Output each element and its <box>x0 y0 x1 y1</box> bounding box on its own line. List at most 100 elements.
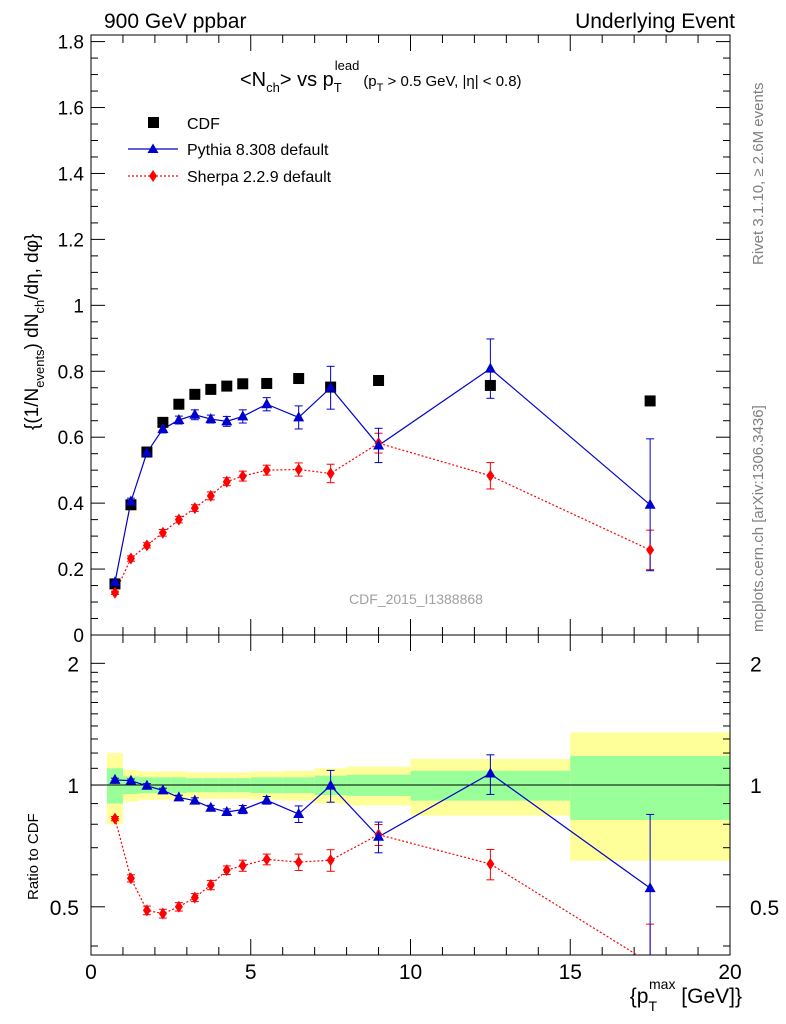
ratio-sherpa-point-10 <box>294 856 303 869</box>
cdf-point-6 <box>205 383 217 395</box>
x-tick-label-0: 0 <box>85 961 97 984</box>
ratio-sherpa-point-11 <box>326 854 335 867</box>
main-ytick-label-6: 1.2 <box>58 230 84 251</box>
cdf-point-4 <box>173 398 185 410</box>
xlabel-a: {p <box>630 985 649 1008</box>
ratio-ytick-label-right-1: 1 <box>750 775 762 798</box>
pythia-point-0 <box>109 576 121 587</box>
main-ytick-label-8: 1.6 <box>58 99 84 120</box>
ratio-pythia-point-0 <box>109 773 121 784</box>
pythia-point-13 <box>484 362 496 373</box>
ratio-ytick-label-0: 0.5 <box>50 897 79 920</box>
cdf-point-12 <box>373 374 385 386</box>
ratio-ytick-label-2: 2 <box>67 653 79 676</box>
ratio-pythia-point-10 <box>293 808 305 819</box>
pythia-point-8 <box>237 410 249 421</box>
pythia-point-4 <box>173 414 185 425</box>
title-cut-a: (p <box>363 73 376 90</box>
ratio-pythia-point-11 <box>325 779 337 790</box>
ratio-sherpa-point-5 <box>190 891 199 904</box>
ratio-sherpa-point-6 <box>206 879 215 892</box>
pythia-point-9 <box>261 398 273 409</box>
main-ytick-label-9: 1.8 <box>58 33 84 54</box>
header-right: Underlying Event <box>575 10 735 33</box>
ratio-sherpa-point-1 <box>126 872 135 885</box>
ratio-uncertainty-bands <box>91 732 730 861</box>
ratio-pythia-point-7 <box>221 805 233 816</box>
title-sup-b: lead <box>335 58 360 73</box>
sherpa-point-3 <box>158 526 167 539</box>
pythia-line <box>114 367 651 583</box>
ratio-sherpa-point-0 <box>110 812 119 825</box>
pythia-point-3 <box>157 422 169 433</box>
pythia-point-1 <box>125 495 137 506</box>
x-axis-label: {pTmax [GeV]} <box>630 976 742 1014</box>
sherpa-point-11 <box>326 467 335 480</box>
sherpa-line <box>114 442 651 594</box>
sherpa-point-8 <box>238 470 247 483</box>
ratio-pythia-point-12 <box>373 830 385 841</box>
cdf-point-13 <box>484 379 496 391</box>
sherpa-point-14 <box>646 543 655 556</box>
ratio-ytick-label-1: 1 <box>67 775 79 798</box>
ratio-sherpa-point-9 <box>262 853 271 866</box>
pythia-point-6 <box>205 413 217 424</box>
main-ylabel: {(1/Nevents) dNch/dη, dφ} <box>22 234 47 430</box>
ratio-pythia-point-2 <box>141 779 153 790</box>
title-sub-a: ch <box>266 80 280 95</box>
ratio-sherpa-point-2 <box>142 904 151 917</box>
cdf-point-8 <box>237 378 249 390</box>
main-ytick-label-3: 0.6 <box>58 428 84 449</box>
sherpa-point-5 <box>190 502 199 515</box>
ratio-sherpa-point-8 <box>238 859 247 872</box>
xlabel-sub: T <box>648 998 657 1014</box>
ratio-pythia-point-4 <box>173 791 185 802</box>
title-part-a: <N <box>240 69 266 91</box>
sherpa-point-1 <box>126 552 135 565</box>
title-cut-b: > 0.5 GeV, |η| < 0.8) <box>383 73 521 90</box>
cdf-point-9 <box>261 377 273 389</box>
sherpa-point-13 <box>486 469 495 482</box>
legend-sherpa-marker <box>149 170 157 182</box>
main-ytick-label-4: 0.8 <box>58 362 84 383</box>
main-ytick-label-2: 0.4 <box>58 494 85 515</box>
ratio-pythia-point-14 <box>644 882 656 893</box>
legend-pythia-marker <box>147 143 159 153</box>
sherpa-point-2 <box>142 539 151 552</box>
ratio-pythia-point-9 <box>261 794 273 805</box>
cdf-point-10 <box>293 373 305 385</box>
ylabel-p2: ) dN <box>22 314 43 350</box>
legend-cdf-label: CDF <box>187 116 220 133</box>
main-ytick-label-7: 1.4 <box>58 164 85 185</box>
sherpa-point-0 <box>110 586 119 599</box>
analysis-watermark: CDF_2015_I1388868 <box>349 591 483 607</box>
band-inner-14 <box>570 755 730 820</box>
pythia-point-2 <box>141 446 153 457</box>
header-left: 900 GeV ppbar <box>104 10 246 33</box>
main-ytick-label-0: 0 <box>73 626 84 647</box>
legend-pythia-label: Pythia 8.308 default <box>187 142 329 159</box>
sherpa-point-7 <box>222 475 231 488</box>
cdf-point-14 <box>644 395 656 407</box>
mcplots-label: mcplots.cern.ch [arXiv:1306.3436] <box>750 405 767 632</box>
sherpa-point-9 <box>262 464 271 477</box>
ratio-sherpa-point-7 <box>222 864 231 877</box>
x-tick-label-4: 20 <box>718 961 741 984</box>
xlabel-b: [GeV]} <box>675 985 742 1008</box>
pythia-point-14 <box>644 498 656 509</box>
ylabel-p1: {(1/N <box>22 388 43 430</box>
ratio-axes: 0.5 0.51 12 20 5 10 15 20 <box>50 635 779 984</box>
ratio-ytick-label-right-0: 0.5 <box>750 897 779 920</box>
ratio-pythia-point-3 <box>157 784 169 795</box>
sherpa-point-10 <box>294 463 303 476</box>
ratio-pythia-point-1 <box>125 774 137 785</box>
ratio-sherpa-point-4 <box>174 900 183 913</box>
ylabel-sub1: events <box>32 349 47 388</box>
legend: CDF Pythia 8.308 default Sherpa 2.2.9 de… <box>128 116 332 186</box>
main-series <box>109 338 656 599</box>
main-ytick-label-5: 1 <box>73 296 84 317</box>
x-tick-label-3: 15 <box>559 961 582 984</box>
x-tick-label-2: 10 <box>399 961 422 984</box>
pythia-point-11 <box>325 381 337 392</box>
